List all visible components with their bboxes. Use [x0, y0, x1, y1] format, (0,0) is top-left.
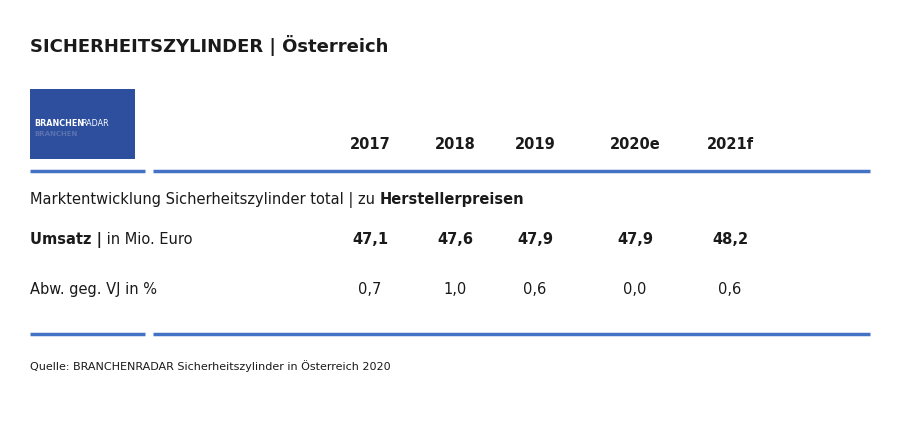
Text: 47,6: 47,6 — [437, 232, 473, 247]
Text: 2017: 2017 — [349, 137, 391, 152]
Text: Quelle: BRANCHENRADAR Sicherheitszylinder in Österreich 2020: Quelle: BRANCHENRADAR Sicherheitszylinde… — [30, 359, 391, 371]
Text: in Mio. Euro: in Mio. Euro — [102, 232, 193, 247]
Text: 1,0: 1,0 — [444, 282, 466, 297]
Text: BRANCHEN: BRANCHEN — [34, 130, 77, 136]
Text: Herstellerpreisen: Herstellerpreisen — [380, 192, 524, 207]
Text: 2018: 2018 — [435, 137, 475, 152]
Text: RADAR: RADAR — [81, 119, 109, 128]
Text: 48,2: 48,2 — [712, 232, 748, 247]
Text: 2021f: 2021f — [706, 137, 753, 152]
Text: 0,0: 0,0 — [624, 282, 647, 297]
Text: Abw. geg. VJ in %: Abw. geg. VJ in % — [30, 282, 157, 297]
Text: 2020e: 2020e — [609, 137, 661, 152]
Text: BRANCHEN: BRANCHEN — [34, 119, 84, 128]
Bar — [30, 90, 135, 160]
Text: Umsatz |: Umsatz | — [30, 231, 102, 247]
Text: Marktentwicklung Sicherheitszylinder total | zu: Marktentwicklung Sicherheitszylinder tot… — [30, 191, 380, 208]
Text: 0,6: 0,6 — [524, 282, 546, 297]
Text: 47,1: 47,1 — [352, 232, 388, 247]
Text: 47,9: 47,9 — [617, 232, 653, 247]
Text: 0,7: 0,7 — [358, 282, 382, 297]
Text: 47,9: 47,9 — [517, 232, 553, 247]
Text: SICHERHEITSZYLINDER | Österreich: SICHERHEITSZYLINDER | Österreich — [30, 35, 389, 56]
Text: 0,6: 0,6 — [718, 282, 742, 297]
Text: 2019: 2019 — [515, 137, 555, 152]
